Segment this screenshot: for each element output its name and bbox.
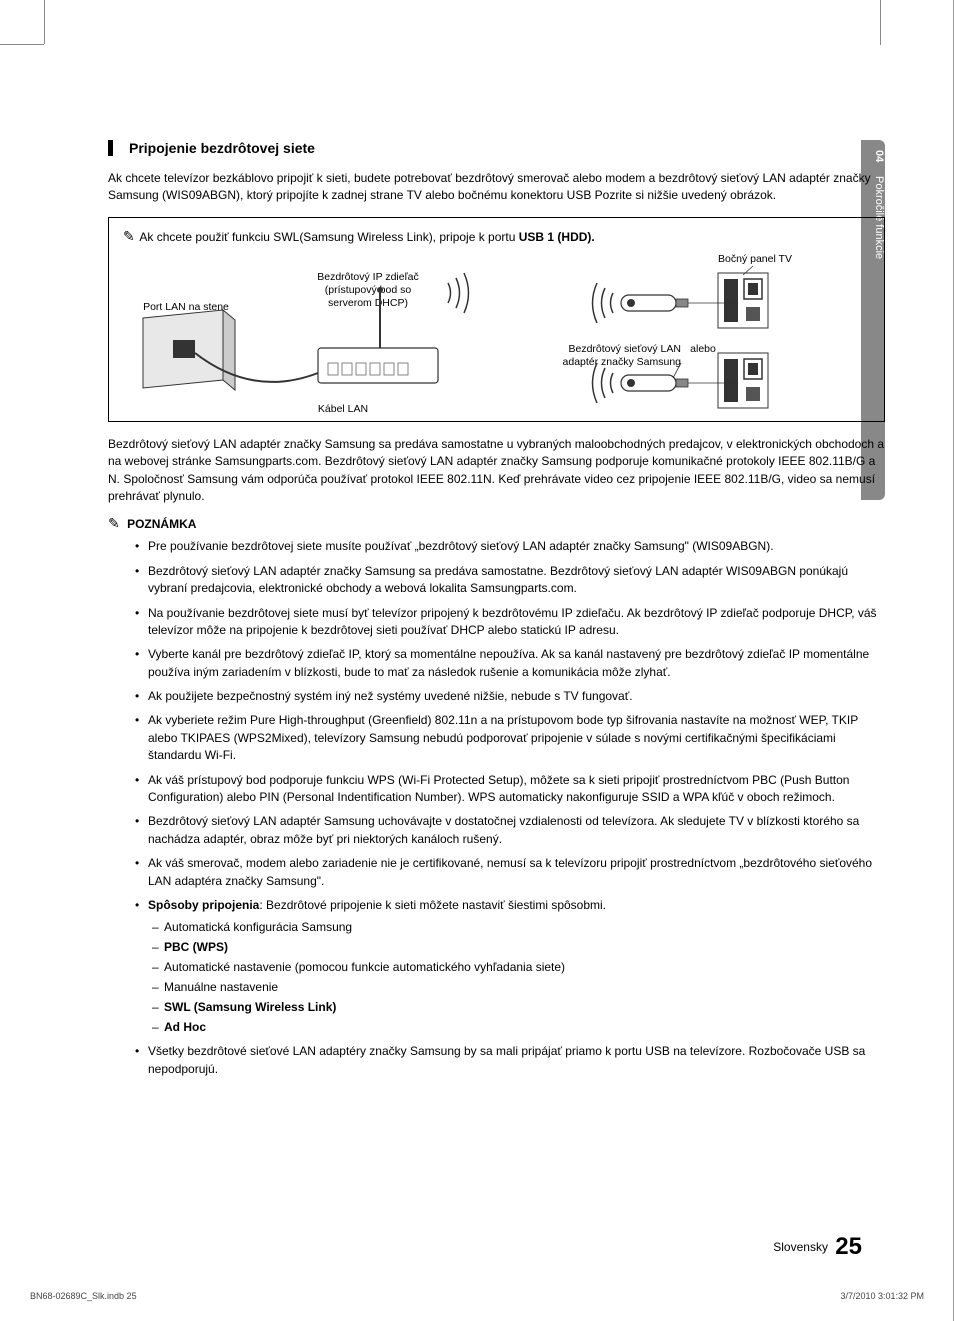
note-header: ✎ POZNÁMKA — [108, 515, 885, 532]
note-subitem: Ad Hoc — [152, 1018, 885, 1036]
intro-paragraph: Ak chcete televízor bezkáblovo pripojiť … — [108, 170, 885, 205]
note-item: Ak použijete bezpečnostný systém iný než… — [138, 688, 885, 705]
note-item: Vyberte kanál pre bezdrôtový zdieľač IP,… — [138, 646, 885, 681]
note-item: Ak váš prístupový bod podporuje funkciu … — [138, 772, 885, 807]
section-header: Pripojenie bezdrôtovej siete — [108, 140, 885, 156]
pencil-icon: ✎ — [108, 515, 120, 531]
note-item: Pre používanie bezdrôtovej siete musíte … — [138, 538, 885, 555]
note-item: Spôsoby pripojenia: Bezdrôtové pripojeni… — [138, 897, 885, 1036]
notes-list: Pre používanie bezdrôtovej siete musíte … — [108, 538, 885, 1078]
diagram-note-text: Ak chcete použiť funkciu SWL(Samsung Wir… — [139, 230, 518, 244]
diagram-note: ✎ Ak chcete použiť funkciu SWL(Samsung W… — [123, 228, 870, 245]
diagram-illustration: Bočný panel TV Port LAN na stene Bezdrôt… — [123, 253, 870, 408]
note-subitem: PBC (WPS) — [152, 938, 885, 956]
note-item: Bezdrôtový sieťový LAN adaptér značky Sa… — [138, 563, 885, 598]
note-item: Na používanie bezdrôtovej siete musí byť… — [138, 605, 885, 640]
note-subitem: Automatické nastavenie (pomocou funkcie … — [152, 958, 885, 976]
section-title: Pripojenie bezdrôtovej siete — [129, 140, 315, 156]
note-header-text: POZNÁMKA — [127, 517, 196, 531]
page-number: 25 — [835, 1233, 862, 1260]
pencil-icon: ✎ — [123, 228, 135, 244]
note-subitem: Automatická konfigurácia Samsung — [152, 918, 885, 936]
note-sublist: Automatická konfigurácia Samsung PBC (WPS… — [148, 918, 885, 1036]
footer-page-number: Slovensky 25 — [773, 1233, 862, 1261]
note-subitem: Manuálne nastavenie — [152, 978, 885, 996]
after-diagram-paragraph: Bezdrôtový sieťový LAN adaptér značky Sa… — [108, 436, 885, 506]
note-item: Všetky bezdrôtové sieťové LAN adaptéry z… — [138, 1043, 885, 1078]
footer-doc-right: 3/7/2010 3:01:32 PM — [840, 1291, 924, 1301]
section-header-bar — [108, 140, 113, 156]
note-subitem: SWL (Samsung Wireless Link) — [152, 998, 885, 1016]
note-item: Ak vyberiete režim Pure High-throughput … — [138, 712, 885, 764]
footer-doc-left: BN68-02689C_Slk.indb 25 — [30, 1291, 137, 1301]
note-item: Ak váš smerovač, modem alebo zariadenie … — [138, 855, 885, 890]
diagram-box: ✎ Ak chcete použiť funkciu SWL(Samsung W… — [108, 217, 885, 422]
diagram-note-bold: USB 1 (HDD). — [519, 230, 595, 244]
diagram-svg — [123, 253, 853, 413]
note-item: Bezdrôtový sieťový LAN adaptér Samsung u… — [138, 813, 885, 848]
footer-lang: Slovensky — [773, 1240, 828, 1254]
page-content: Pripojenie bezdrôtovej siete Ak chcete t… — [0, 0, 954, 1321]
